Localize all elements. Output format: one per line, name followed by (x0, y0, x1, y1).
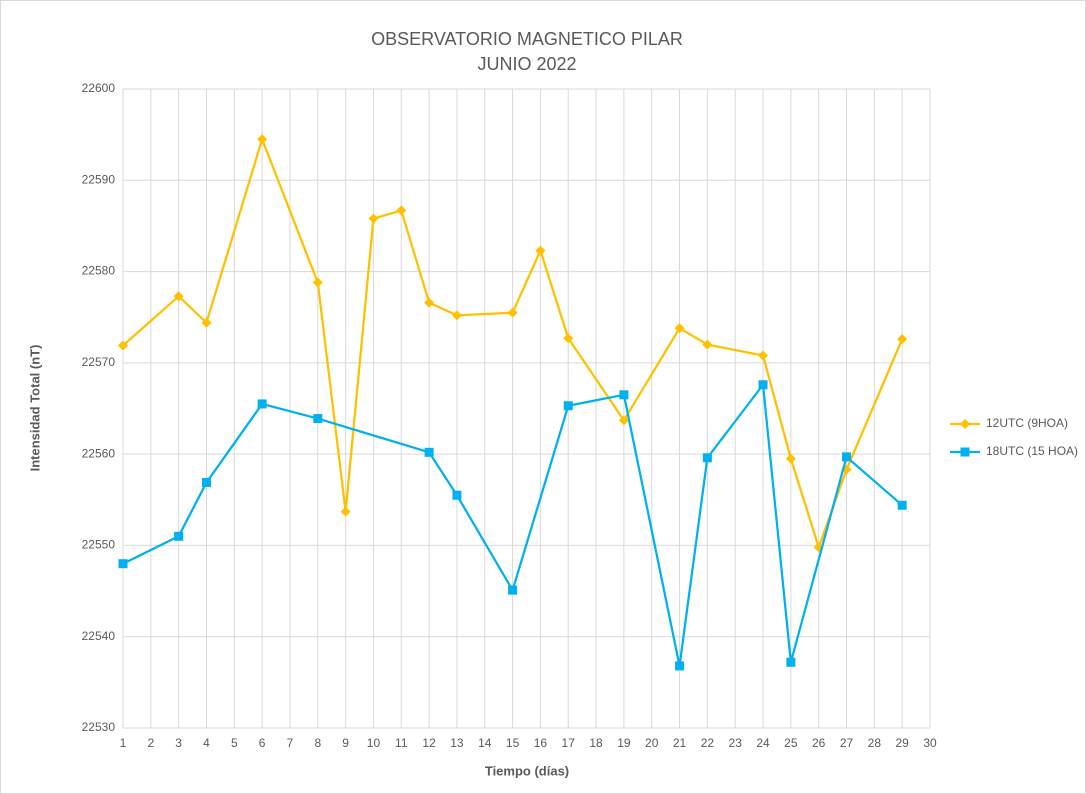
x-tick-label: 11 (395, 736, 408, 750)
legend-label: 18UTC (15 HOA) (986, 444, 1078, 458)
x-axis-label: Tiempo (días) (485, 763, 569, 778)
data-point (675, 661, 685, 671)
x-tick-label: 7 (287, 736, 294, 750)
y-tick-label: 22530 (82, 720, 116, 734)
data-point (118, 559, 128, 569)
y-tick-label: 22560 (82, 446, 116, 460)
x-tick-label: 8 (314, 736, 321, 750)
x-tick-label: 4 (203, 736, 210, 750)
data-point (619, 390, 629, 400)
data-point (563, 333, 574, 344)
x-tick-label: 16 (534, 736, 548, 750)
x-tick-label: 26 (812, 736, 826, 750)
x-tick-label: 20 (645, 736, 659, 750)
x-tick-label: 9 (342, 736, 349, 750)
data-point (452, 490, 462, 500)
legend-label: 12UTC (9HOA) (986, 416, 1068, 430)
data-point (118, 340, 128, 351)
x-tick-label: 15 (506, 736, 520, 750)
data-point (960, 419, 970, 429)
x-tick-label: 30 (923, 736, 937, 750)
x-tick-label: 14 (478, 736, 492, 750)
x-tick-label: 12 (422, 736, 436, 750)
y-tick-label: 22600 (82, 81, 116, 95)
y-tick-label: 22540 (82, 629, 116, 643)
y-axis-label: Intensidad Total (nT) (27, 345, 42, 472)
x-tick-label: 18 (589, 736, 603, 750)
data-point (173, 291, 184, 302)
y-tick-label: 22550 (82, 538, 116, 552)
data-point (313, 414, 323, 424)
data-point (702, 339, 713, 350)
x-tick-label: 21 (673, 736, 687, 750)
data-point (960, 447, 970, 457)
x-tick-label: 27 (840, 736, 854, 750)
data-point (451, 310, 462, 321)
x-tick-label: 22 (701, 736, 715, 750)
x-tick-label: 10 (367, 736, 381, 750)
data-point (674, 323, 685, 334)
data-point (201, 477, 211, 487)
x-tick-label: 5 (231, 736, 238, 750)
x-tick-label: 29 (895, 736, 909, 750)
data-point (424, 447, 434, 457)
data-point (340, 506, 351, 517)
x-tick-label: 23 (729, 736, 743, 750)
x-tick-label: 19 (617, 736, 631, 750)
data-point (535, 245, 546, 256)
data-point (368, 213, 379, 224)
x-tick-label: 24 (756, 736, 770, 750)
data-point (563, 401, 573, 411)
x-tick-label: 13 (450, 736, 464, 750)
data-point (758, 350, 769, 361)
x-tick-label: 3 (175, 736, 182, 750)
data-point (508, 585, 518, 595)
x-tick-label: 25 (784, 736, 798, 750)
data-point (312, 277, 323, 288)
data-point (758, 380, 768, 390)
data-point (785, 453, 796, 464)
data-point (842, 452, 852, 462)
data-point (201, 317, 212, 328)
x-tick-label: 1 (120, 736, 127, 750)
y-tick-label: 22570 (82, 355, 116, 369)
x-tick-label: 6 (259, 736, 266, 750)
data-point (257, 134, 268, 145)
data-point (897, 334, 908, 345)
chart-title: OBSERVATORIO MAGNETICO PILAR (371, 29, 683, 49)
data-point (257, 399, 267, 409)
data-point (897, 500, 907, 510)
data-point (396, 205, 407, 216)
x-tick-label: 2 (147, 736, 154, 750)
data-point (174, 531, 184, 541)
series-line (122, 381, 903, 667)
y-tick-label: 22580 (82, 264, 116, 278)
x-tick-label: 28 (868, 736, 882, 750)
data-point (786, 657, 796, 667)
data-point (507, 307, 518, 318)
data-point (702, 453, 712, 463)
x-tick-label: 17 (562, 736, 576, 750)
data-point (424, 297, 435, 308)
chart-subtitle: JUNIO 2022 (477, 54, 576, 74)
y-tick-label: 22590 (82, 172, 116, 186)
data-point (618, 415, 629, 426)
